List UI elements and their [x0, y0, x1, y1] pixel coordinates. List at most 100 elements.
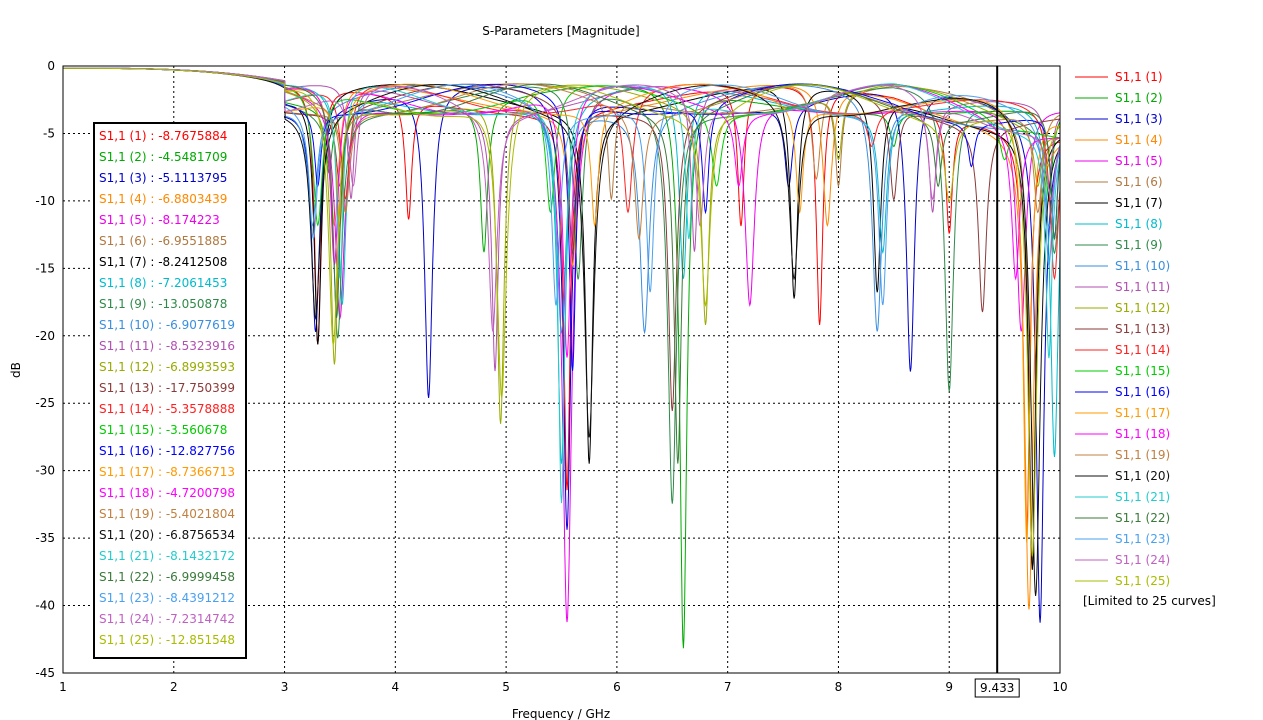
readout-value: -5.3578888: [166, 402, 235, 416]
y-tick-label: -35: [35, 531, 55, 545]
readout-entry: S1,1 (8) : -7.2061453: [99, 276, 227, 290]
x-tick-label: 6: [613, 680, 621, 694]
readout-series-name: S1,1 (12): [99, 360, 154, 374]
x-tick-label: 2: [170, 680, 178, 694]
readout-entry: S1,1 (13) : -17.750399: [99, 381, 235, 395]
readout-entry: S1,1 (20) : -6.8756534: [99, 528, 235, 542]
readout-value: -4.7200798: [166, 486, 235, 500]
readout-separator: :: [154, 360, 166, 374]
readout-entry: S1,1 (9) : -13.050878: [99, 297, 227, 311]
readout-separator: :: [154, 381, 166, 395]
readout-entry: S1,1 (22) : -6.9999458: [99, 570, 235, 584]
readout-entry: S1,1 (12) : -6.8993593: [99, 360, 235, 374]
marker-label: 9.433: [980, 681, 1014, 695]
readout-separator: :: [147, 213, 159, 227]
readout-separator: :: [154, 633, 166, 647]
readout-value: -12.851548: [166, 633, 235, 647]
readout-entry: S1,1 (5) : -8.174223: [99, 213, 220, 227]
readout-frame: [93, 122, 247, 659]
legend-entry: S1,1 (1): [1115, 70, 1163, 84]
readout-entry: S1,1 (1) : -8.7675884: [99, 129, 227, 143]
legend-entry: S1,1 (16): [1115, 385, 1170, 399]
readout-value: -6.9077619: [166, 318, 235, 332]
readout-separator: :: [154, 465, 166, 479]
legend-entry: S1,1 (23): [1115, 532, 1170, 546]
readout-value: -6.8803439: [158, 192, 227, 206]
x-axis-label: Frequency / GHz: [512, 707, 610, 720]
readout-separator: :: [154, 507, 166, 521]
legend-entry: S1,1 (11): [1115, 280, 1170, 294]
readout-series-name: S1,1 (5): [99, 213, 147, 227]
readout-value: -7.2061453: [158, 276, 227, 290]
readout-entry: S1,1 (23) : -8.4391212: [99, 591, 235, 605]
readout-entry: S1,1 (24) : -7.2314742: [99, 612, 235, 626]
readout-series-name: S1,1 (13): [99, 381, 154, 395]
readout-value: -12.827756: [166, 444, 235, 458]
legend-entry: S1,1 (22): [1115, 511, 1170, 525]
readout-value: -17.750399: [166, 381, 235, 395]
readout-entry: S1,1 (3) : -5.1113795: [99, 171, 227, 185]
readout-series-name: S1,1 (15): [99, 423, 154, 437]
readout-series-name: S1,1 (7): [99, 255, 147, 269]
y-tick-label: -30: [35, 464, 55, 478]
legend-entry: S1,1 (19): [1115, 448, 1170, 462]
readout-value: -8.5323916: [166, 339, 235, 353]
readout-series-name: S1,1 (20): [99, 528, 154, 542]
readout-value: -8.1432172: [166, 549, 235, 563]
series-line: [63, 67, 1060, 557]
legend-entry: S1,1 (17): [1115, 406, 1170, 420]
readout-separator: :: [147, 276, 159, 290]
x-tick-label: 10: [1052, 680, 1067, 694]
y-tick-label: -40: [35, 599, 55, 613]
legend-entry: S1,1 (2): [1115, 91, 1163, 105]
readout-series-name: S1,1 (9): [99, 297, 147, 311]
x-tick-label: 1: [59, 680, 67, 694]
readout-separator: :: [147, 150, 159, 164]
y-tick-label: -25: [35, 396, 55, 410]
x-tick-label: 3: [281, 680, 289, 694]
readout-series-name: S1,1 (2): [99, 150, 147, 164]
x-tick-label: 7: [724, 680, 732, 694]
readout-series-name: S1,1 (11): [99, 339, 154, 353]
legend-entry: S1,1 (10): [1115, 259, 1170, 273]
y-tick-label: -45: [35, 666, 55, 680]
readout-value: -8.2412508: [158, 255, 227, 269]
legend-entry: S1,1 (4): [1115, 133, 1163, 147]
readout-value: -7.2314742: [166, 612, 235, 626]
readout-separator: :: [154, 402, 166, 416]
readout-entry: S1,1 (4) : -6.8803439: [99, 192, 227, 206]
x-tick-label: 9: [945, 680, 953, 694]
readout-entry: S1,1 (11) : -8.5323916: [99, 339, 235, 353]
readout-separator: :: [147, 171, 159, 185]
readout-separator: :: [154, 549, 166, 563]
x-tick-label: 5: [502, 680, 510, 694]
readout-series-name: S1,1 (14): [99, 402, 154, 416]
y-tick-label: 0: [47, 59, 55, 73]
readout-separator: :: [154, 486, 166, 500]
readout-entry: S1,1 (7) : -8.2412508: [99, 255, 227, 269]
x-tick-label: 8: [835, 680, 843, 694]
frequency-marker[interactable]: 9.433: [974, 66, 1020, 698]
readout-value: -6.9999458: [166, 570, 235, 584]
readout-entry: S1,1 (18) : -4.7200798: [99, 486, 235, 500]
readout-value: -6.9551885: [158, 234, 227, 248]
readout-separator: :: [154, 570, 166, 584]
readout-separator: :: [147, 255, 159, 269]
legend-entry: S1,1 (8): [1115, 217, 1163, 231]
readout-value: -8.7366713: [166, 465, 235, 479]
y-tick-label: -5: [43, 126, 55, 140]
readout-separator: :: [154, 612, 166, 626]
readout-series-name: S1,1 (21): [99, 549, 154, 563]
readout-entry: S1,1 (15) : -3.560678: [99, 423, 227, 437]
readout-value: -8.4391212: [166, 591, 235, 605]
legend-entry: S1,1 (3): [1115, 112, 1163, 126]
readout-entry: S1,1 (14) : -5.3578888: [99, 402, 235, 416]
readout-separator: :: [154, 339, 166, 353]
readout-separator: :: [154, 591, 166, 605]
legend-limit-note: [Limited to 25 curves]: [1083, 594, 1216, 608]
readout-series-name: S1,1 (4): [99, 192, 147, 206]
readout-value: -4.5481709: [158, 150, 227, 164]
readout-separator: :: [147, 192, 159, 206]
legend-entry: S1,1 (7): [1115, 196, 1163, 210]
